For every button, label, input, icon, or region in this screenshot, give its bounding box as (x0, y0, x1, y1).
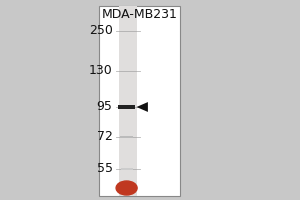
Text: 130: 130 (89, 64, 112, 77)
Text: 55: 55 (97, 162, 112, 176)
Text: 250: 250 (88, 24, 112, 38)
Bar (121, 168, 133, 170)
Text: 95: 95 (97, 100, 112, 114)
Bar (118, 105, 135, 109)
Bar (120, 136, 133, 138)
Text: 72: 72 (97, 130, 112, 144)
Text: MDA-MB231: MDA-MB231 (102, 8, 177, 21)
Circle shape (116, 181, 137, 195)
FancyBboxPatch shape (118, 6, 136, 196)
Polygon shape (136, 102, 148, 112)
FancyBboxPatch shape (99, 6, 180, 196)
